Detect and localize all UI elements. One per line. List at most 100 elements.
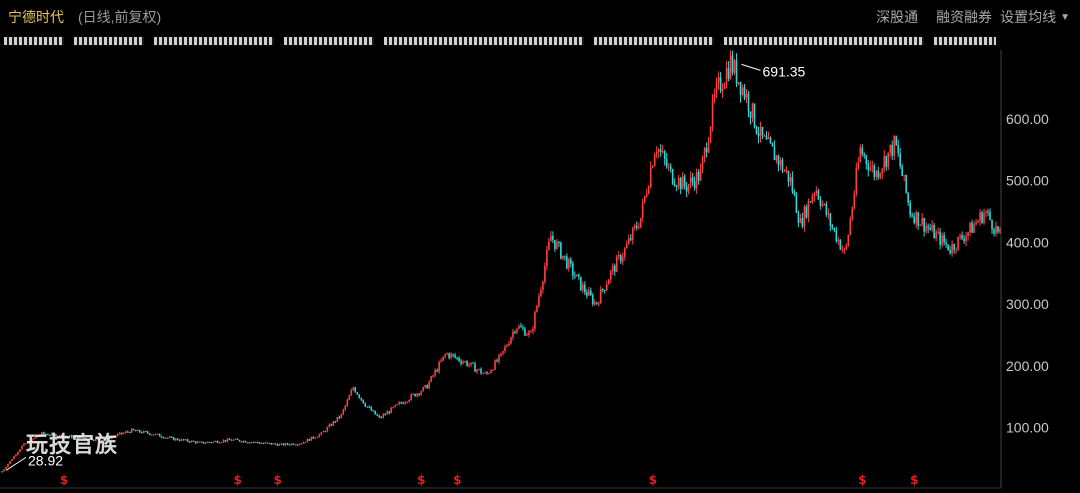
candle-body [374, 410, 377, 415]
candle-body [322, 431, 325, 433]
candle-body [623, 248, 626, 257]
event-marker[interactable]: $ [649, 473, 657, 487]
stock-title[interactable]: 宁德时代 [8, 9, 64, 25]
candle-body [929, 228, 931, 230]
candle-body [697, 172, 700, 181]
candle-body [749, 111, 752, 118]
candle-body [905, 175, 907, 193]
candle-body [945, 242, 947, 245]
candle-body [793, 191, 796, 195]
candle-body [320, 432, 323, 435]
candle-body [244, 440, 247, 443]
candle-body [364, 403, 367, 407]
candle-body [154, 433, 157, 435]
candle-body [1, 471, 3, 473]
event-marker[interactable]: $ [273, 473, 281, 487]
candle-body [773, 146, 776, 161]
event-marker[interactable]: $ [453, 473, 461, 487]
candle-body [897, 145, 900, 154]
candle-body [673, 183, 676, 186]
candle-body [150, 434, 153, 436]
candle-body [472, 362, 474, 364]
candle-body [194, 441, 197, 444]
candle-body [596, 302, 598, 304]
candle-body [969, 222, 971, 233]
candle-body [538, 296, 540, 306]
candle-body [242, 440, 245, 443]
candle-body [316, 436, 319, 438]
candle-body [779, 160, 782, 166]
candle-body [176, 438, 179, 441]
candle-body [61, 434, 63, 438]
candle-body [116, 433, 119, 436]
candle-body [510, 337, 512, 344]
candle-body [649, 167, 652, 188]
candle-body [496, 360, 498, 362]
candle-body [657, 149, 660, 152]
candle-body [647, 187, 650, 194]
candle-body [368, 406, 371, 408]
candle-body [412, 393, 414, 395]
legend-block [284, 37, 374, 45]
candle-body [488, 373, 490, 375]
candle-body [609, 270, 612, 280]
candle-body [57, 436, 59, 438]
candle-body [781, 160, 784, 172]
candle-body [422, 386, 424, 392]
candle-body [753, 103, 756, 127]
candle-body [128, 432, 131, 434]
menu-shenzhen-connect[interactable]: 深股通 [876, 9, 919, 25]
event-marker[interactable]: $ [234, 473, 242, 487]
candle-body [607, 279, 610, 285]
candle-body [444, 354, 446, 357]
candle-body [839, 239, 842, 250]
candle-body [508, 343, 510, 346]
candle-body [75, 436, 77, 438]
candle-body [434, 370, 436, 376]
candle-body [965, 236, 967, 242]
candle-body [172, 437, 175, 441]
candle-body [254, 441, 257, 443]
candle-body [605, 284, 608, 291]
candle-body [178, 440, 181, 442]
candle-body [562, 255, 564, 259]
candle-body [963, 238, 965, 242]
candle-body [312, 436, 315, 439]
candle-body [512, 331, 514, 338]
candle-body [919, 224, 921, 226]
high-price-label: 691.35 [763, 63, 806, 79]
candle-body [951, 244, 953, 254]
candle-body [955, 249, 957, 251]
candle-body [39, 435, 41, 437]
candle-body [689, 177, 692, 185]
menu-margin-trading[interactable]: 融资融券 [936, 9, 992, 25]
candle-body [576, 274, 578, 277]
candle-body [392, 407, 395, 409]
candle-body [693, 181, 696, 189]
ma-settings-dropdown[interactable]: 设置均线 ▼ [1000, 7, 1070, 27]
candle-body [190, 440, 193, 443]
candle-body [601, 288, 604, 291]
candle-body [460, 361, 462, 364]
candle-body [300, 443, 303, 445]
candle-body [823, 203, 826, 205]
event-marker[interactable]: $ [60, 473, 68, 487]
candle-body [51, 433, 53, 436]
candle-body [783, 170, 786, 172]
candle-body [140, 432, 143, 434]
candle-body [983, 212, 985, 223]
candle-body [388, 411, 391, 414]
candle-body [418, 393, 420, 395]
event-marker[interactable]: $ [910, 473, 918, 487]
candle-body [290, 443, 293, 445]
candle-body [659, 149, 662, 152]
candle-body [186, 439, 189, 442]
y-tick-label: 500.00 [1006, 173, 1049, 189]
candle-body [286, 443, 289, 445]
event-marker[interactable]: $ [858, 473, 866, 487]
candle-body [87, 439, 89, 441]
event-marker[interactable]: $ [417, 473, 425, 487]
candle-body [340, 413, 343, 418]
candle-body [815, 190, 818, 194]
